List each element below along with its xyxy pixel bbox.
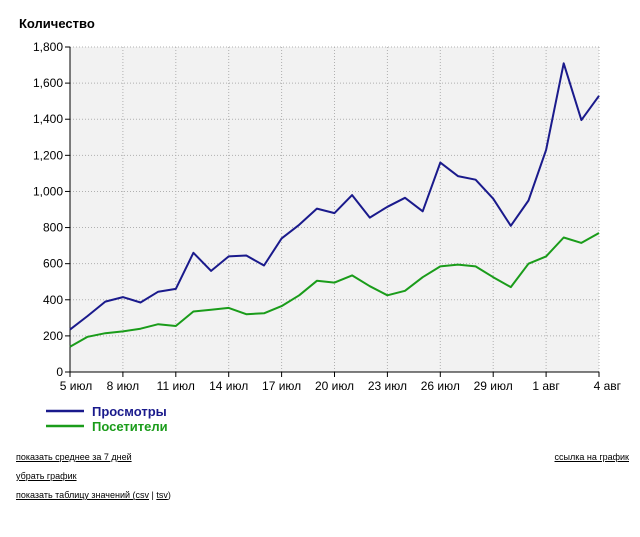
y-tick-label: 1,600 — [33, 76, 63, 90]
separator-text: | — [149, 490, 157, 500]
x-tick-label: 26 июл — [421, 379, 460, 393]
legend-label: Просмотры — [92, 404, 167, 419]
tsv-link[interactable]: tsv — [156, 490, 168, 500]
show-7day-average-row: показать среднее за 7 дней — [16, 452, 132, 462]
axes — [69, 47, 599, 373]
csv-link[interactable]: csv — [135, 490, 150, 500]
legend-label: Посетители — [92, 419, 168, 434]
remove-chart-link[interactable]: убрать график — [16, 471, 77, 481]
x-tick-label: 17 июл — [262, 379, 301, 393]
y-axis-tick-labels: 0 200 400 600 800 1,000 1,200 1,400 1,600 1,800 — [33, 40, 63, 379]
show-table-link[interactable]: показать таблицу значений ( — [16, 490, 136, 500]
y-tick-label: 1,400 — [33, 112, 63, 126]
y-tick-label: 600 — [43, 257, 63, 271]
series-lines — [69, 62, 600, 348]
line-chart: Количество 0 200 400 600 800 1,000 1,200 1,400 1… — [19, 16, 622, 434]
y-tick-label: 1,800 — [33, 40, 63, 54]
y-tick-label: 200 — [43, 329, 63, 343]
x-tick-label: 5 июл — [60, 379, 92, 393]
y-tick-label: 800 — [43, 221, 63, 235]
series-line-views — [69, 62, 600, 331]
chart-link[interactable]: ссылка на график — [554, 452, 629, 462]
x-tick-label: 1 авг — [532, 379, 560, 393]
remove-chart-row: убрать график — [16, 471, 77, 481]
y-tick-label: 400 — [43, 293, 63, 307]
x-tick-label: 4 авг — [594, 379, 622, 393]
x-tick-label: 23 июл — [368, 379, 407, 393]
grid-lines — [65, 46, 600, 377]
x-axis-tick-labels: 5 июл 8 июл 11 июл 14 июл 17 июл 20 июл 23 июл… — [60, 379, 622, 393]
x-tick-label: 20 июл — [315, 379, 354, 393]
x-tick-label: 29 июл — [474, 379, 513, 393]
y-tick-label: 1,000 — [33, 184, 63, 198]
chart-title: Количество — [19, 16, 95, 31]
table-suffix-text: ) — [167, 490, 171, 500]
x-tick-label: 11 июл — [157, 379, 195, 393]
show-table-row: показать таблицу значений (csv | tsv) — [16, 490, 171, 500]
x-tick-label: 8 июл — [107, 379, 139, 393]
x-tick-label: 14 июл — [209, 379, 248, 393]
chart-link-row: ссылка на график — [554, 452, 629, 462]
y-tick-label: 0 — [56, 365, 63, 379]
show-7day-average-link[interactable]: показать среднее за 7 дней — [16, 452, 132, 462]
y-tick-label: 1,200 — [33, 148, 63, 162]
series-line-visitors — [69, 232, 600, 348]
